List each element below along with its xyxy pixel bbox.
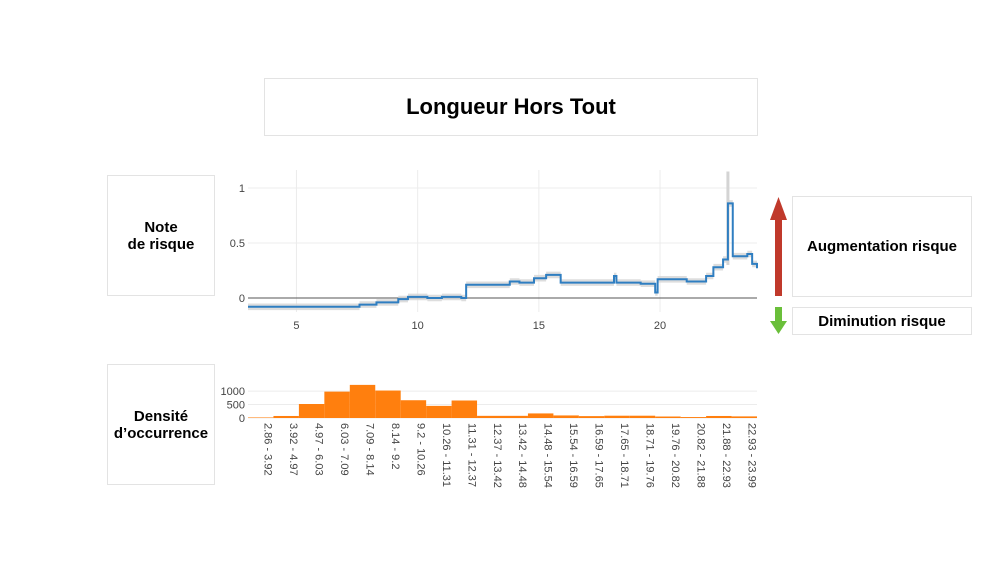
x-tick-label: 20 [654, 320, 666, 332]
y-tick-label: 0.5 [230, 238, 245, 250]
y-tick-label: 0 [239, 413, 245, 425]
y-tick-label: 1 [239, 183, 245, 195]
x-tick-label: 4.97 - 6.03 [313, 423, 325, 476]
density-bar [451, 400, 478, 418]
x-tick-label: 20.82 - 21.88 [694, 423, 706, 488]
density-bar [426, 405, 452, 418]
risk-decrease-label: Diminution risque [818, 312, 946, 330]
density-bar [629, 415, 656, 418]
y-tick-label: 500 [227, 400, 245, 412]
risk-increase-box: Augmentation risque [792, 196, 972, 297]
density-bar [298, 404, 325, 418]
x-tick-label: 2.86 - 3.92 [262, 423, 274, 476]
density-bar [477, 415, 503, 418]
x-tick-label: 21.88 - 22.93 [720, 423, 732, 488]
risk-score-series-line [248, 202, 758, 308]
x-tick-label: 13.42 - 14.48 [516, 423, 528, 488]
x-tick-label: 9.2 - 10.26 [414, 423, 426, 476]
x-tick-label: 5 [293, 320, 299, 332]
density-bar [527, 413, 554, 418]
chart-title: Longueur Hors Tout [406, 94, 616, 119]
density-bar [578, 416, 605, 418]
x-tick-label: 15.54 - 16.59 [567, 423, 579, 488]
up-arrow-head-icon [770, 197, 787, 220]
x-tick-label: 6.03 - 7.09 [338, 423, 350, 476]
x-tick-label: 18.71 - 19.76 [643, 423, 655, 488]
risk-score-label-box: Note de risque [107, 175, 215, 296]
density-label: Densité d’occurrence [113, 407, 209, 442]
y-tick-label: 0 [239, 293, 245, 305]
up-arrow-shaft [775, 218, 782, 296]
y-tick-label: 1000 [221, 386, 245, 398]
x-tick-label: 16.59 - 17.65 [593, 423, 605, 488]
risk-increase-label: Augmentation risque [806, 238, 957, 255]
risk-decrease-box: Diminution risque [792, 307, 972, 335]
density-bar [731, 416, 757, 418]
density-bar [655, 416, 681, 418]
x-tick-label: 7.09 - 8.14 [364, 423, 376, 476]
risk-score-label: Note de risque [127, 218, 195, 253]
x-tick-label: 19.76 - 20.82 [669, 423, 681, 488]
x-tick-label: 10.26 - 11.31 [440, 423, 452, 487]
down-arrow-head-icon [770, 321, 787, 334]
density-bar [553, 415, 579, 418]
density-bar [324, 391, 350, 418]
density-label-box: Densité d’occurrence [107, 364, 215, 485]
density-bar [680, 417, 707, 418]
down-arrow-shaft [775, 307, 782, 323]
density-bar [502, 415, 528, 418]
x-tick-label: 15 [533, 320, 545, 332]
chart-title-box: Longueur Hors Tout [264, 78, 758, 136]
x-tick-label: 8.14 - 9.2 [389, 423, 401, 469]
x-tick-label: 12.37 - 13.42 [491, 423, 503, 488]
density-bar [375, 390, 401, 418]
density-bar [604, 415, 630, 418]
density-bar [349, 384, 376, 418]
x-tick-label: 10 [412, 320, 424, 332]
x-tick-label: 17.65 - 18.71 [618, 423, 630, 488]
x-tick-label: 22.93 - 23.99 [745, 423, 757, 488]
x-tick-label: 3.92 - 4.97 [287, 423, 299, 476]
density-bar [400, 400, 427, 418]
x-tick-label: 11.31 - 12.37 [465, 423, 477, 487]
density-bar [706, 415, 732, 418]
density-bar [248, 417, 274, 418]
x-tick-label: 14.48 - 15.54 [542, 423, 554, 488]
density-bar [273, 415, 299, 418]
